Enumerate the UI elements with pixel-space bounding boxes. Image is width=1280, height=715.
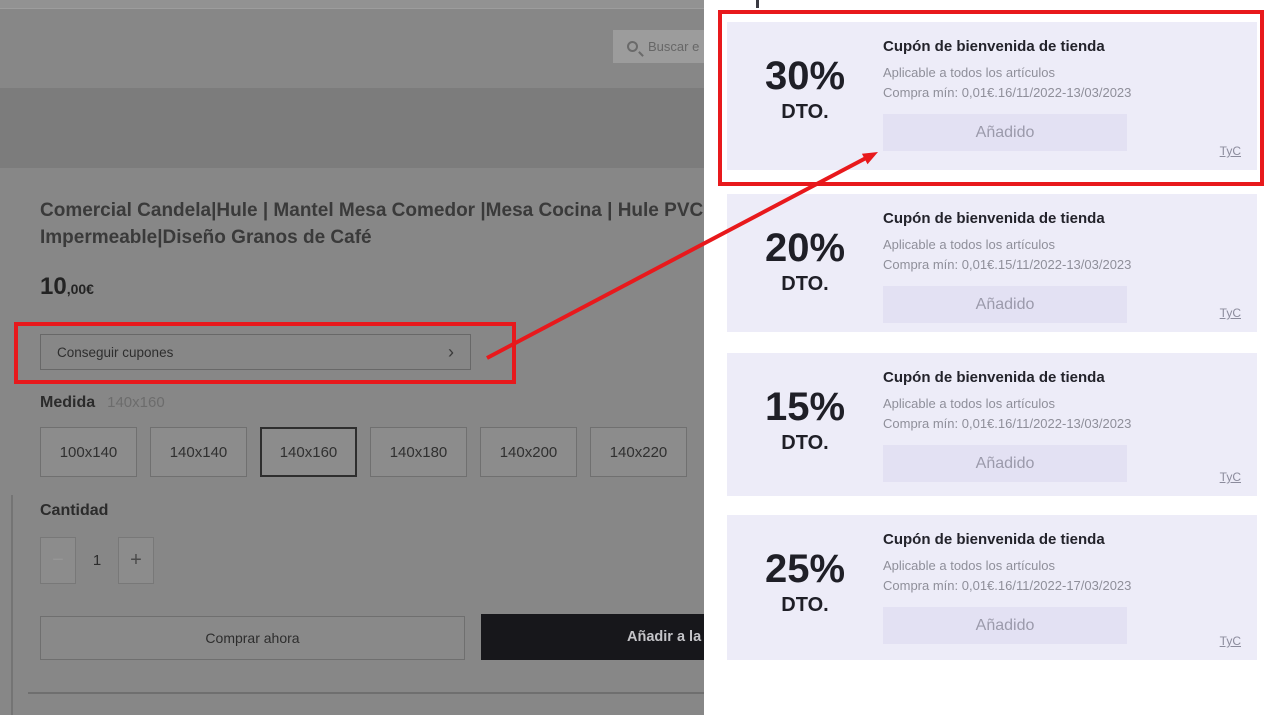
coupon-card-15: 15% DTO. Cupón de bienvenida de tienda A… bbox=[727, 353, 1257, 496]
quantity-plus-button[interactable]: + bbox=[118, 537, 154, 584]
add-to-cart-label: Añadir a la bbox=[627, 629, 702, 645]
coupon-unit: DTO. bbox=[781, 432, 829, 454]
coupon-info: Cupón de bienvenida de tienda Aplicable … bbox=[883, 531, 1237, 644]
coupon-info: Cupón de bienvenida de tienda Aplicable … bbox=[883, 38, 1237, 151]
product-price: 10,00€ bbox=[40, 273, 94, 301]
product-title-line-1: Comercial Candela|Hule | Mantel Mesa Com… bbox=[40, 200, 704, 221]
page-top-strip bbox=[0, 0, 704, 9]
size-option-140x180[interactable]: 140x180 bbox=[370, 427, 467, 477]
coupon-info: Cupón de bienvenida de tienda Aplicable … bbox=[883, 369, 1237, 482]
coupon-discount: 20% DTO. bbox=[727, 194, 883, 332]
coupon-discount: 25% DTO. bbox=[727, 515, 883, 660]
coupon-title: Cupón de bienvenida de tienda bbox=[883, 369, 1105, 386]
terms-link[interactable]: TyC bbox=[1219, 634, 1241, 648]
coupon-conditions: Compra mín: 0,01€.16/11/2022-13/03/2023 bbox=[883, 85, 1132, 100]
coupon-title: Cupón de bienvenida de tienda bbox=[883, 38, 1105, 55]
terms-link[interactable]: TyC bbox=[1219, 470, 1241, 484]
header-band bbox=[0, 88, 704, 168]
coupon-card-20: 20% DTO. Cupón de bienvenida de tienda A… bbox=[727, 194, 1257, 332]
section-divider bbox=[28, 692, 704, 694]
coupon-applies: Aplicable a todos los artículos bbox=[883, 237, 1055, 252]
coupon-percent: 20% bbox=[764, 226, 846, 270]
size-option-100x140[interactable]: 100x140 bbox=[40, 427, 137, 477]
coupon-added-button[interactable]: Añadido bbox=[883, 286, 1127, 323]
coupon-applies: Aplicable a todos los artículos bbox=[883, 396, 1055, 411]
coupon-percent: 30% bbox=[764, 54, 846, 98]
coupon-card-25: 25% DTO. Cupón de bienvenida de tienda A… bbox=[727, 515, 1257, 660]
search-input[interactable]: Buscar e bbox=[613, 30, 704, 63]
coupon-discount: 30% DTO. bbox=[727, 22, 883, 170]
coupon-card-30: 30% DTO. Cupón de bienvenida de tienda A… bbox=[727, 22, 1257, 170]
quantity-value: 1 bbox=[92, 552, 102, 569]
coupon-applies: Aplicable a todos los artículos bbox=[883, 558, 1055, 573]
medida-selected-value: 140x160 bbox=[107, 394, 165, 411]
chevron-right-icon: › bbox=[448, 342, 454, 362]
search-icon bbox=[627, 41, 638, 52]
search-placeholder: Buscar e bbox=[648, 39, 700, 54]
price-integer: 10 bbox=[40, 273, 67, 300]
coupon-added-button[interactable]: Añadido bbox=[883, 114, 1127, 151]
coupon-discount: 15% DTO. bbox=[727, 353, 883, 496]
get-coupons-button[interactable]: Conseguir cupones › bbox=[40, 334, 471, 370]
coupon-percent: 25% bbox=[764, 547, 846, 591]
size-option-140x220[interactable]: 140x220 bbox=[590, 427, 687, 477]
quantity-minus-button[interactable]: − bbox=[40, 537, 76, 584]
product-title-line-2: Impermeable|Diseño Granos de Café bbox=[40, 227, 372, 248]
coupon-panel: 30% DTO. Cupón de bienvenida de tienda A… bbox=[704, 0, 1280, 715]
coupon-conditions: Compra mín: 0,01€.16/11/2022-17/03/2023 bbox=[883, 578, 1132, 593]
size-option-140x140[interactable]: 140x140 bbox=[150, 427, 247, 477]
coupon-conditions: Compra mín: 0,01€.15/11/2022-13/03/2023 bbox=[883, 257, 1132, 272]
clipped-panel-title-fragment bbox=[756, 0, 759, 8]
coupon-added-button[interactable]: Añadido bbox=[883, 607, 1127, 644]
coupon-percent: 15% bbox=[764, 385, 846, 429]
size-option-140x160-selected[interactable]: 140x160 bbox=[260, 427, 357, 477]
coupon-unit: DTO. bbox=[781, 101, 829, 123]
coupon-unit: DTO. bbox=[781, 594, 829, 616]
coupon-info: Cupón de bienvenida de tienda Aplicable … bbox=[883, 210, 1237, 323]
quantity-stepper: − 1 + bbox=[40, 537, 154, 584]
buy-now-button[interactable]: Comprar ahora bbox=[40, 616, 465, 660]
coupon-unit: DTO. bbox=[781, 273, 829, 295]
terms-link[interactable]: TyC bbox=[1219, 144, 1241, 158]
get-coupons-label: Conseguir cupones bbox=[57, 344, 174, 360]
coupon-title: Cupón de bienvenida de tienda bbox=[883, 531, 1105, 548]
size-option-140x200[interactable]: 140x200 bbox=[480, 427, 577, 477]
size-options: 100x140 140x140 140x160 140x180 140x200 … bbox=[40, 427, 687, 477]
coupon-title: Cupón de bienvenida de tienda bbox=[883, 210, 1105, 227]
medida-label: Medida bbox=[40, 394, 96, 411]
quantity-label: Cantidad bbox=[40, 502, 109, 519]
product-title: Comercial Candela|Hule | Mantel Mesa Com… bbox=[40, 197, 720, 251]
coupon-applies: Aplicable a todos los artículos bbox=[883, 65, 1055, 80]
add-to-cart-button[interactable]: Añadir a la bbox=[481, 614, 704, 660]
price-decimals: ,00€ bbox=[66, 281, 94, 297]
coupon-conditions: Compra mín: 0,01€.16/11/2022-13/03/2023 bbox=[883, 416, 1132, 431]
terms-link[interactable]: TyC bbox=[1219, 306, 1241, 320]
content-left-border bbox=[11, 495, 13, 715]
size-section-label: Medida 140x160 bbox=[40, 394, 165, 412]
coupon-added-button[interactable]: Añadido bbox=[883, 445, 1127, 482]
